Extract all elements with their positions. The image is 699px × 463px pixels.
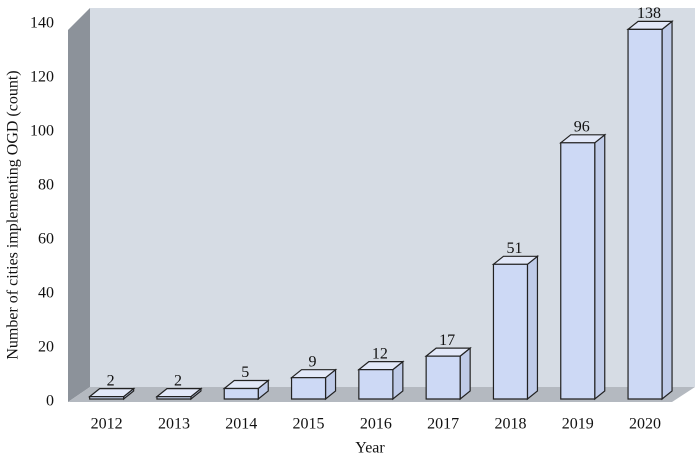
bar-front <box>89 396 125 400</box>
bar-front <box>425 355 461 400</box>
x-tick-label: 2013 <box>158 416 190 433</box>
value-label: 12 <box>372 345 388 362</box>
value-label: 5 <box>241 364 249 381</box>
y-tick-label: 80 <box>38 177 54 194</box>
y-tick-label: 40 <box>38 285 54 302</box>
bar-front <box>223 387 259 400</box>
value-label: 2 <box>174 372 182 389</box>
bar-side <box>459 346 471 401</box>
x-tick-label: 2018 <box>494 416 526 433</box>
back-wall <box>90 8 695 387</box>
bar-front <box>492 263 529 400</box>
bar-side <box>661 20 673 401</box>
y-tick-label: 120 <box>30 69 54 86</box>
bar-side <box>526 255 539 401</box>
value-label: 2 <box>107 372 115 389</box>
x-tick-label: 2014 <box>225 416 257 433</box>
x-tick-label: 2020 <box>629 416 661 433</box>
value-label: 138 <box>637 5 661 22</box>
y-tick-label: 140 <box>30 15 54 32</box>
bar <box>289 368 338 401</box>
value-label: 9 <box>309 353 317 370</box>
bar <box>155 387 203 401</box>
bar <box>559 133 607 401</box>
bar-front <box>290 377 327 400</box>
value-label: 96 <box>574 118 590 135</box>
x-tick-label: 2015 <box>293 416 325 433</box>
x-tick-label: 2019 <box>562 416 594 433</box>
side-wall <box>68 8 90 402</box>
bar <box>357 360 405 401</box>
bar <box>626 20 674 401</box>
value-label: 17 <box>439 332 455 349</box>
y-tick-label: 100 <box>30 123 54 140</box>
bar-front <box>627 28 663 400</box>
bar <box>222 379 270 401</box>
y-tick-label: 0 <box>46 393 54 410</box>
value-label: 51 <box>506 240 522 257</box>
y-axis-label: Number of cities implementing OGD (count… <box>5 70 22 359</box>
x-axis-label: Year <box>355 440 385 457</box>
bar-front <box>358 369 394 400</box>
x-tick-label: 2016 <box>360 416 392 433</box>
x-tick-label: 2012 <box>91 416 123 433</box>
bar <box>424 346 472 401</box>
bar-side <box>594 133 606 401</box>
y-tick-label: 60 <box>38 231 54 248</box>
bar-front <box>156 396 192 400</box>
y-tick-label: 20 <box>38 339 54 356</box>
bar <box>87 387 136 401</box>
x-tick-label: 2017 <box>427 416 459 433</box>
bar <box>491 255 540 401</box>
bar-front <box>560 142 596 400</box>
